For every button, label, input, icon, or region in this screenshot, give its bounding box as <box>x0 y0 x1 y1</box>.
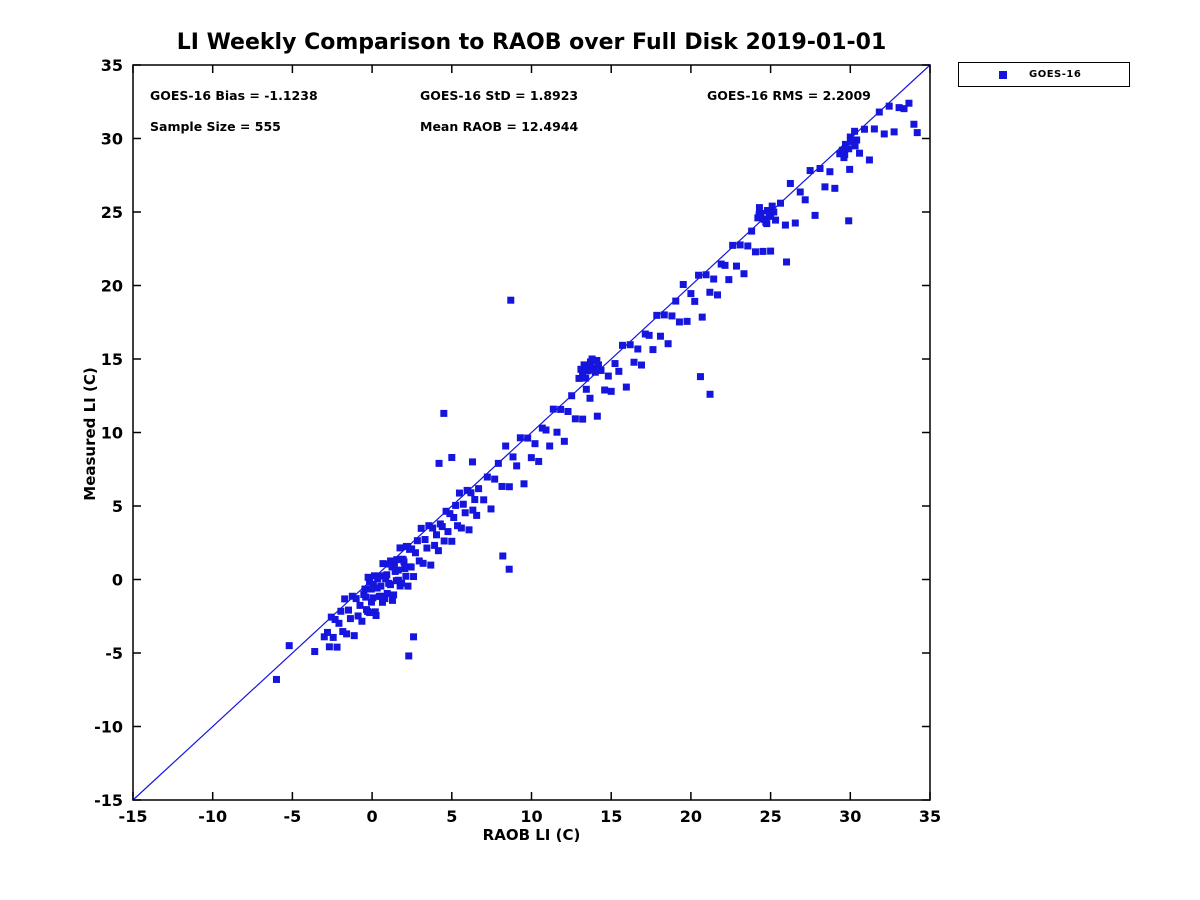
svg-text:10: 10 <box>520 807 542 826</box>
scatter-points <box>272 99 921 683</box>
svg-text:35: 35 <box>101 56 123 75</box>
axis-ticks <box>132 64 931 801</box>
annotation-bias: GOES-16 Bias = -1.1238 <box>150 88 318 103</box>
svg-text:30: 30 <box>101 130 123 149</box>
svg-text:20: 20 <box>680 807 702 826</box>
annotation-sample-size: Sample Size = 555 <box>150 119 281 134</box>
svg-text:15: 15 <box>101 350 123 369</box>
legend: GOES-16 <box>958 62 1130 87</box>
y-axis-label: Measured LI (C) <box>81 367 99 501</box>
svg-text:5: 5 <box>112 497 123 516</box>
svg-text:0: 0 <box>112 571 123 590</box>
legend-entry-label: GOES-16 <box>1029 69 1082 80</box>
svg-text:0: 0 <box>367 807 378 826</box>
svg-text:-5: -5 <box>105 644 123 663</box>
svg-text:30: 30 <box>839 807 861 826</box>
annotation-mean-raob: Mean RAOB = 12.4944 <box>420 119 579 134</box>
svg-text:35: 35 <box>919 807 941 826</box>
svg-text:15: 15 <box>600 807 622 826</box>
svg-text:-15: -15 <box>94 791 123 810</box>
legend-marker-square <box>999 70 1007 79</box>
axis-tick-labels: -15-15 -10 -10 -5 -5 0 0 5 5 10 10 15 15 20 20 25 25 30 30… <box>94 56 941 826</box>
svg-text:25: 25 <box>759 807 781 826</box>
reference-line <box>132 64 931 801</box>
svg-text:10: 10 <box>101 424 123 443</box>
svg-text:-10: -10 <box>198 807 227 826</box>
svg-text:-15: -15 <box>119 807 148 826</box>
svg-text:-10: -10 <box>94 718 123 737</box>
svg-text:25: 25 <box>101 203 123 222</box>
svg-text:-5: -5 <box>284 807 302 826</box>
x-axis-label: RAOB LI (C) <box>482 826 581 844</box>
svg-text:20: 20 <box>101 277 123 296</box>
svg-text:5: 5 <box>446 807 457 826</box>
chart-title: LI Weekly Comparison to RAOB over Full D… <box>176 30 887 55</box>
annotation-rms: GOES-16 RMS = 2.2009 <box>707 88 871 103</box>
annotation-std: GOES-16 StD = 1.8923 <box>420 88 579 103</box>
